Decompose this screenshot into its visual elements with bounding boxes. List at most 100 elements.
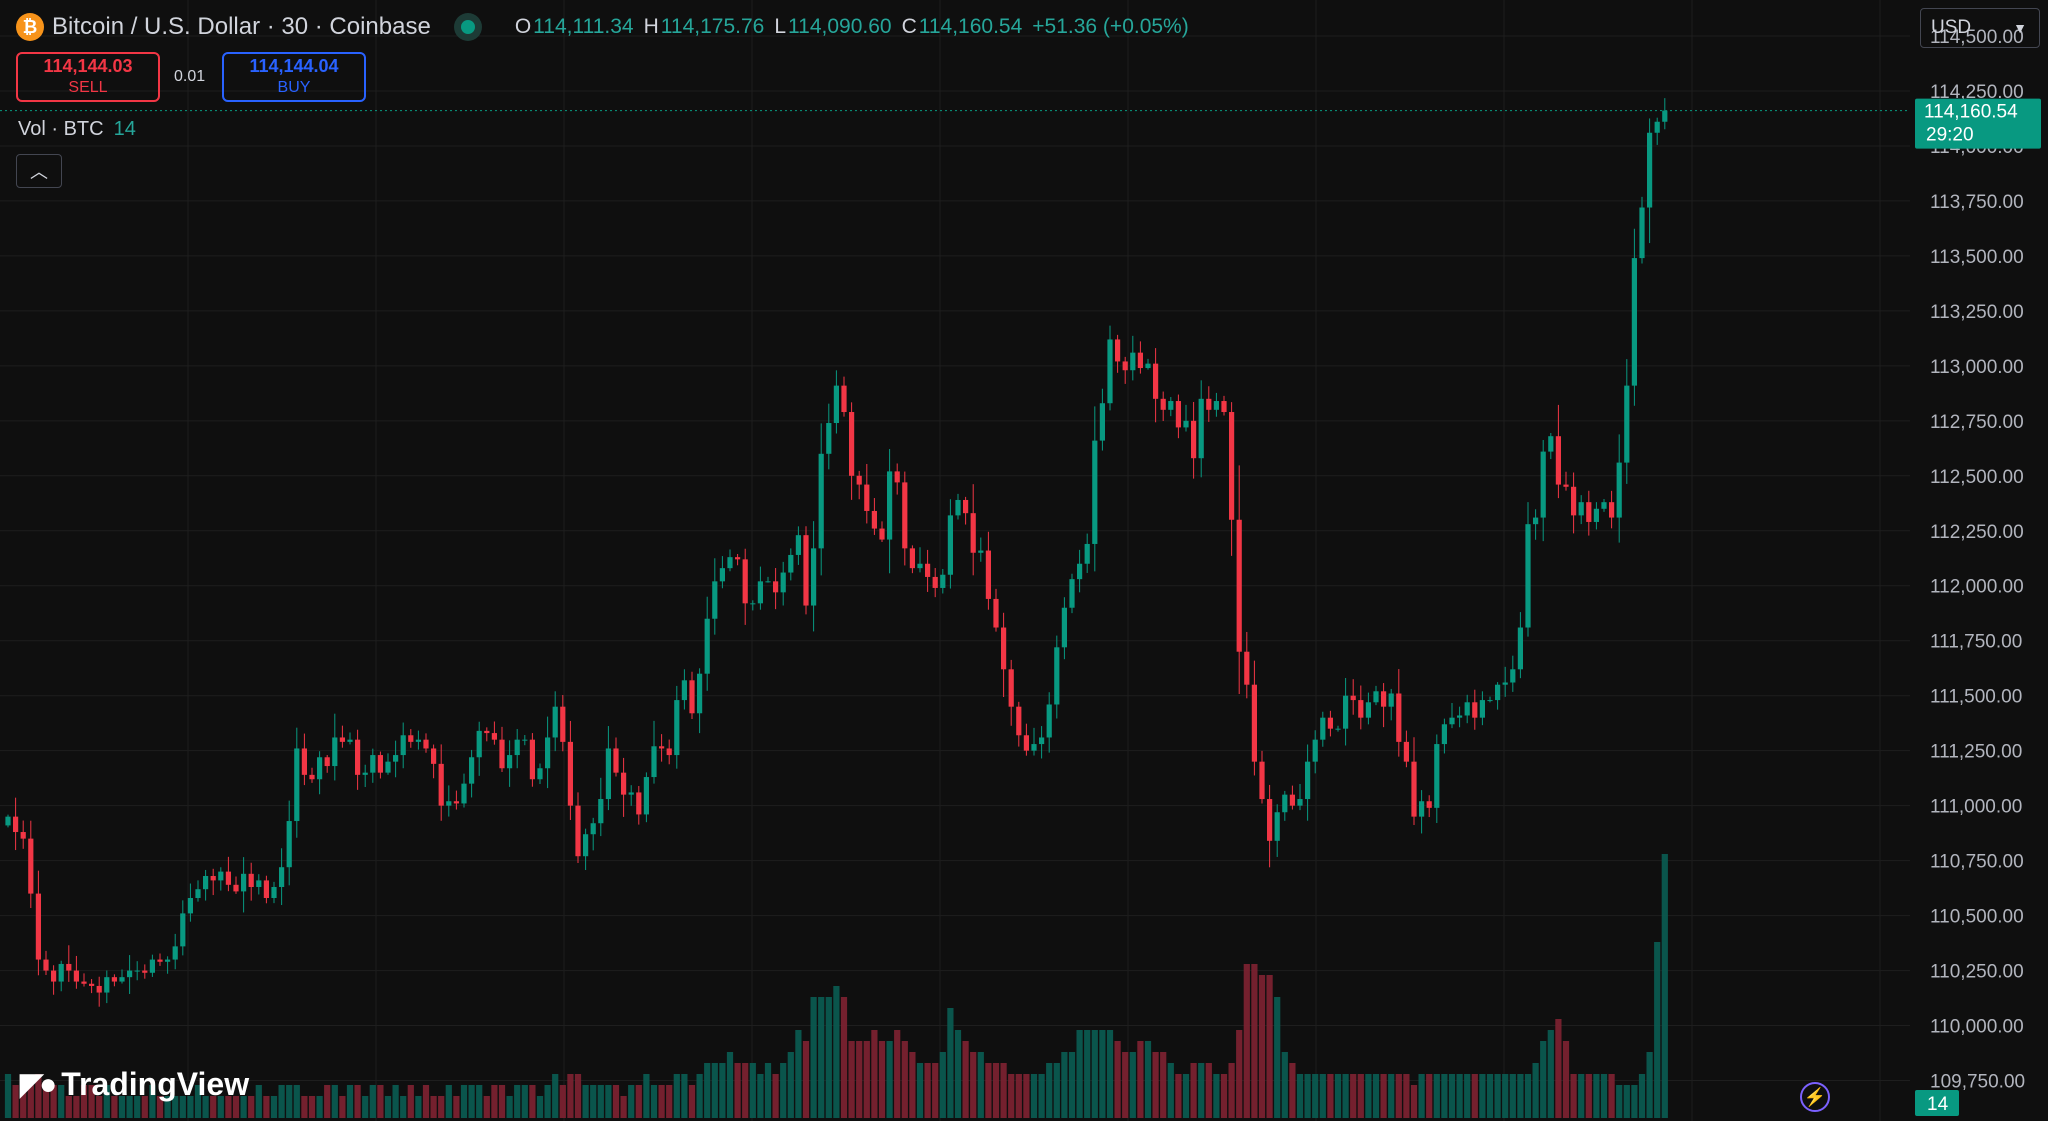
volume-bar [42, 1085, 50, 1118]
volume-bar [863, 1041, 870, 1118]
candle-body [263, 880, 269, 898]
close-label: C [901, 15, 917, 38]
candle-body [856, 475, 862, 485]
candle-body [218, 871, 224, 881]
candle-body [947, 515, 953, 575]
price-axis-tick-label: 110,000.00 [1930, 1017, 2024, 1038]
price-axis-tick-label: 113,250.00 [1930, 302, 2024, 323]
candle-body [431, 748, 437, 764]
volume-bar [210, 1096, 217, 1118]
volume-bar [977, 1052, 984, 1118]
sell-button[interactable]: 114,144.03 SELL [16, 52, 160, 102]
volume-bar [1403, 1074, 1410, 1118]
candle-body [415, 739, 421, 742]
volume-bar [179, 1096, 186, 1118]
volume-bar [856, 1041, 863, 1118]
price-axis[interactable]: 109,750.00 110,000.00 110,250.00 110,500.00… [1930, 27, 2025, 1093]
volume-bar [825, 997, 832, 1118]
currency-select[interactable]: USD ▼ [1920, 8, 2040, 48]
lightning-icon[interactable]: ⚡ [1800, 1082, 1830, 1112]
volume-bar [1661, 854, 1668, 1118]
volume-bar [1312, 1074, 1319, 1118]
open-label: O [514, 15, 532, 38]
volume-bar [35, 1074, 42, 1118]
candle-body [104, 977, 110, 993]
volume-bar [658, 1085, 665, 1118]
candle-body [1137, 352, 1143, 369]
volume-bar [1365, 1074, 1372, 1118]
volume-bar [1000, 1063, 1007, 1118]
candle-body [180, 913, 186, 947]
candle-body [1320, 717, 1326, 740]
price-axis-tick-label: 111,500.00 [1930, 687, 2022, 708]
buy-button[interactable]: 114,144.04 BUY [222, 52, 366, 102]
candle-body [833, 385, 839, 424]
volume-bar [1372, 1074, 1380, 1118]
high-value: 114,175.76 [660, 15, 765, 38]
collapse-legend-button[interactable]: ︿ [16, 154, 62, 188]
candle-body [1282, 794, 1288, 813]
volume-bar [1167, 1063, 1174, 1118]
volume-bar [544, 1085, 551, 1118]
last-price-box [1915, 98, 2041, 149]
low-label: L [774, 15, 787, 38]
bar-countdown-text: 29:20 [1926, 125, 1974, 146]
volume-bar [947, 1008, 954, 1118]
volume-bar [1266, 975, 1273, 1118]
volume-bar [1456, 1074, 1463, 1118]
candle-body [735, 557, 741, 560]
candle-body [1061, 607, 1067, 648]
candle-body [1206, 398, 1212, 410]
candle-body [674, 700, 680, 756]
tradingview-logo[interactable]: ◤● TradingView [20, 1066, 249, 1103]
volume-legend[interactable]: Vol · BTC 14 [18, 118, 136, 141]
volume-bar [400, 1096, 407, 1118]
volume-bar [757, 1074, 764, 1118]
volume-bar [734, 1063, 741, 1118]
bitcoin-icon[interactable]: ₿ [16, 13, 44, 41]
volume-bar [1509, 1074, 1516, 1118]
candle-body [271, 887, 277, 898]
volume-bar [362, 1096, 369, 1118]
volume-bar [1600, 1074, 1608, 1118]
volume-bar [1654, 942, 1661, 1118]
candle-body [1517, 627, 1523, 670]
symbol-title[interactable]: Bitcoin / U.S. Dollar · 30 · Coinbase [52, 13, 431, 40]
volume-bar [688, 1085, 696, 1118]
candle-body [864, 484, 870, 511]
brand-text: TradingView [61, 1066, 250, 1102]
candle-body [803, 535, 809, 606]
volume-bar [172, 1096, 179, 1118]
low-value: 114,090.60 [788, 15, 892, 38]
candle-body [1160, 398, 1166, 410]
volume-bar [1015, 1074, 1022, 1118]
volume-bar [1638, 1074, 1646, 1118]
market-open-indicator-icon[interactable] [460, 20, 475, 34]
volume-bar [111, 1096, 118, 1118]
volume-bar [795, 1030, 802, 1118]
candle-body [1434, 744, 1440, 808]
candle-body [773, 581, 779, 593]
candle-body [1662, 110, 1668, 122]
candle-body [1153, 363, 1159, 399]
candle-body [461, 783, 467, 804]
volume-bar [909, 1052, 916, 1118]
volume-bar [1023, 1074, 1030, 1118]
candle-body [689, 680, 695, 714]
volume-bar [628, 1085, 635, 1118]
candle-body [826, 423, 832, 454]
candle-body [1373, 691, 1379, 703]
candle-body [1464, 702, 1470, 716]
volume-bar [194, 1085, 202, 1118]
volume-bar [301, 1096, 308, 1118]
volume-bar [802, 1041, 810, 1118]
volume-bar [88, 1085, 95, 1118]
volume-bar [141, 1096, 148, 1118]
volume-bar [605, 1085, 612, 1118]
candle-body [1130, 352, 1136, 371]
candle-body [681, 680, 687, 701]
candle-body [1365, 702, 1371, 718]
candle-body [241, 873, 247, 892]
ohlc-readout: O114,111.34 H114,175.76 L114,090.60 C114… [515, 15, 1189, 39]
